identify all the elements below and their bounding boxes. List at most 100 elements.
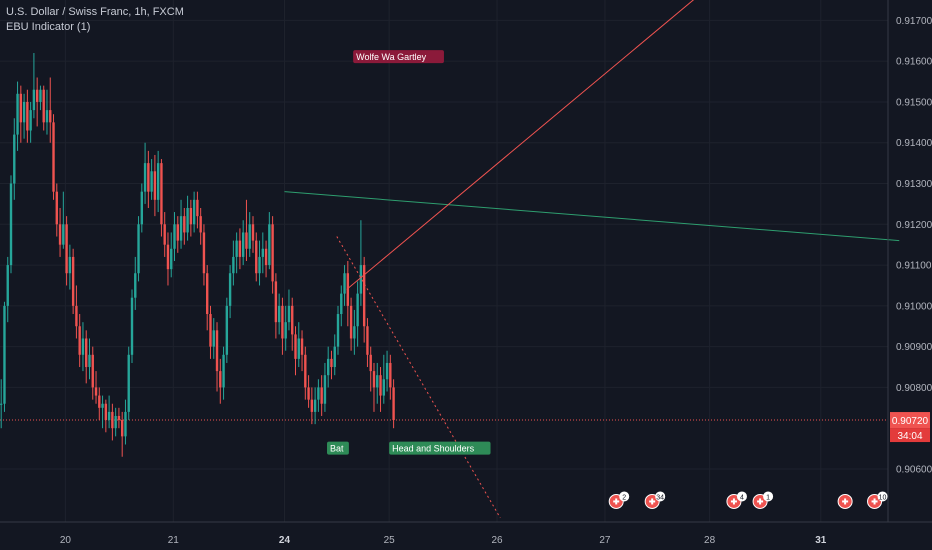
candle (39, 85, 42, 111)
candle (130, 289, 134, 363)
candle-body (88, 354, 91, 368)
candle-body (0, 403, 3, 405)
candle-body (264, 248, 268, 266)
candle-body (186, 207, 189, 233)
candle (362, 256, 366, 343)
candle-body (222, 354, 225, 388)
candle-body (140, 191, 144, 225)
bat-label-box (327, 441, 349, 455)
flag-icon-bar (732, 498, 735, 505)
candle (320, 375, 323, 416)
candle-body (330, 358, 333, 368)
symbol-legend[interactable]: U.S. Dollar / Swiss Franc, 1h, FXCM (6, 6, 184, 18)
candle (372, 362, 376, 412)
candle (22, 93, 26, 139)
green-trendline[interactable] (284, 191, 900, 242)
candle (81, 322, 85, 372)
candle (340, 285, 343, 327)
candle (104, 399, 108, 433)
candle (228, 265, 232, 319)
event-count-text: 10 (879, 494, 887, 501)
candle-body (300, 338, 304, 355)
candle (268, 212, 271, 270)
event-marker[interactable]: 1 (752, 491, 774, 509)
candle (206, 265, 209, 331)
candle (150, 159, 153, 200)
candle (49, 77, 52, 143)
candle (170, 232, 173, 278)
head-shoulders-label-text: Head and Shoulders (392, 444, 475, 454)
event-marker[interactable]: 34 (644, 491, 666, 509)
candle-body (29, 110, 32, 131)
candle-body (170, 248, 173, 270)
event-marker[interactable]: 10 (867, 491, 888, 509)
price-tag-bg (890, 412, 930, 429)
red-dashed-line[interactable] (336, 236, 501, 519)
candle (356, 281, 359, 347)
candle (336, 305, 340, 355)
economic-events[interactable]: 2 34 4 1 10 (608, 491, 888, 509)
candle (202, 224, 206, 286)
candle-body (261, 248, 264, 257)
candle-body (362, 265, 366, 327)
wolfe-gartley-label[interactable]: Wolfe Wa Gartley (353, 50, 444, 64)
candle (156, 150, 160, 213)
x-tick-label: 27 (599, 535, 611, 546)
pattern-labels[interactable]: Wolfe Wa Gartley Bat Head and Shoulders (327, 50, 491, 455)
candle-body (176, 224, 179, 241)
x-tick-label: 20 (60, 535, 72, 546)
candle-body (206, 273, 209, 315)
trendlines[interactable] (284, 0, 900, 519)
candle-body (353, 326, 356, 339)
countdown-tag: 34:04 (890, 428, 930, 443)
current-price-tag[interactable]: 0.90720 (890, 412, 930, 429)
candle (271, 216, 274, 294)
event-count-text: 34 (656, 494, 664, 501)
candle (349, 297, 353, 351)
event-marker[interactable]: 4 (726, 491, 747, 509)
candle (94, 371, 98, 404)
candle (261, 232, 264, 274)
candle-body (134, 273, 137, 298)
candle (366, 318, 369, 368)
candle (117, 407, 121, 429)
candle (35, 77, 39, 127)
event-marker[interactable] (837, 493, 853, 509)
candle-body (241, 232, 245, 257)
indicator-legend[interactable]: EBU Indicator (1) (6, 21, 91, 33)
x-tick-label: 21 (168, 535, 180, 546)
candle (179, 199, 183, 249)
candle (333, 334, 336, 376)
candle (291, 297, 294, 351)
candle-body (346, 273, 350, 306)
head-shoulders-label[interactable]: Head and Shoulders (389, 441, 491, 455)
candle-body (251, 224, 255, 241)
candle-body (98, 395, 101, 408)
candle-body (297, 338, 300, 359)
candle (255, 232, 258, 282)
candle-body (369, 354, 372, 372)
candle-body (156, 163, 160, 200)
candle (300, 330, 304, 372)
candle (111, 403, 114, 441)
event-marker[interactable]: 2 (608, 491, 630, 509)
candle-body (114, 415, 117, 429)
candle-body (307, 387, 310, 400)
event-count-badge (655, 491, 666, 502)
candle (382, 354, 385, 404)
candle-body (392, 387, 395, 421)
red-rising-line[interactable] (346, 0, 703, 290)
candle-body (32, 89, 36, 111)
candle-body (232, 256, 235, 274)
bat-label[interactable]: Bat (327, 441, 349, 455)
candle (222, 346, 225, 400)
candle-body (150, 171, 153, 192)
candle-body (219, 371, 222, 388)
candle-body (356, 293, 359, 327)
candle (183, 207, 186, 245)
candle-body (389, 362, 392, 388)
